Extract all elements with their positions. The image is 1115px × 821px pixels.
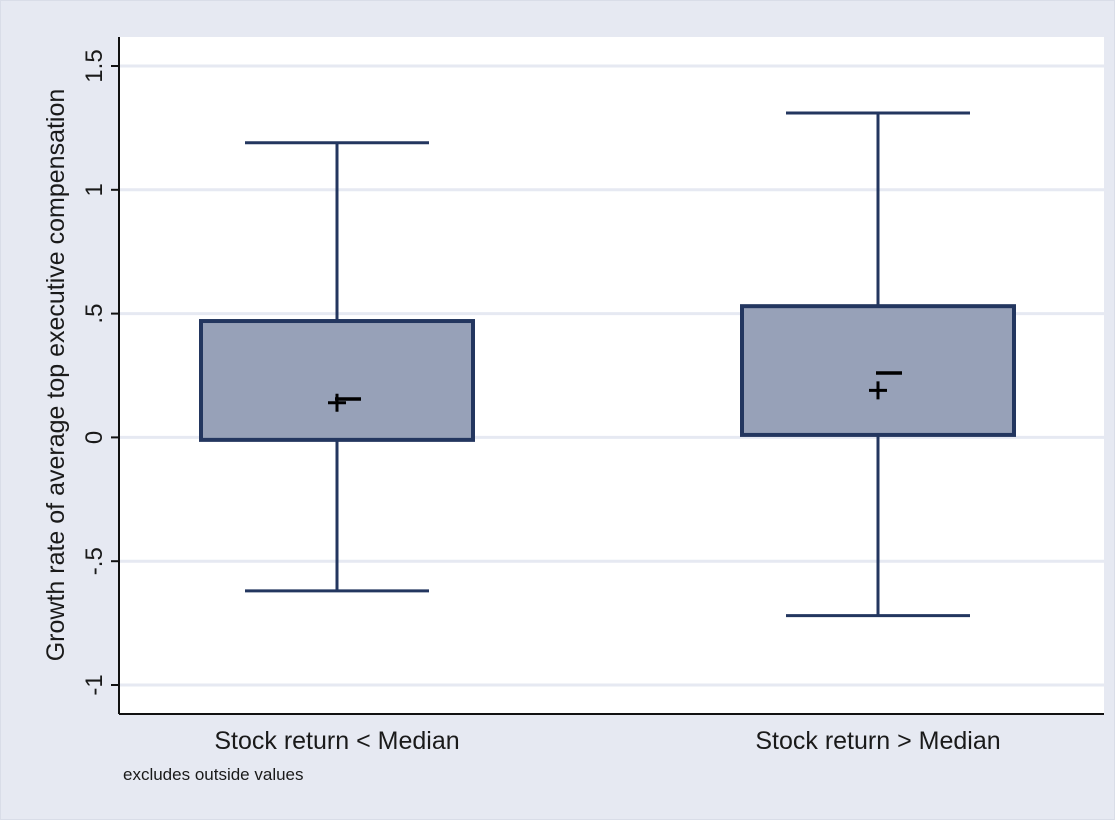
y-axis-ticks: -1 -.5 0 .5 1 1.5 bbox=[81, 49, 119, 696]
iqr-box bbox=[740, 304, 1016, 437]
y-tick-label: .5 bbox=[81, 304, 108, 324]
iqr-box bbox=[199, 319, 475, 442]
x-axis-categories: Stock return < Median Stock return > Medi… bbox=[214, 727, 1000, 755]
mean-marker bbox=[328, 393, 346, 412]
y-tick-label: 1.5 bbox=[81, 49, 108, 82]
mean-marker bbox=[869, 381, 887, 400]
box-group bbox=[199, 141, 475, 593]
y-tick-label: 1 bbox=[81, 183, 108, 196]
x-category-label: Stock return > Median bbox=[755, 727, 1000, 755]
box-group bbox=[740, 111, 1016, 618]
y-axis-title: Growth rate of average top executive com… bbox=[42, 89, 70, 662]
y-tick-label: -1 bbox=[81, 674, 108, 695]
chart-note: excludes outside values bbox=[123, 765, 304, 784]
y-tick-label: 0 bbox=[81, 431, 108, 444]
box-series bbox=[199, 111, 1016, 618]
y-tick-label: -.5 bbox=[81, 547, 108, 575]
x-category-label: Stock return < Median bbox=[214, 727, 459, 755]
